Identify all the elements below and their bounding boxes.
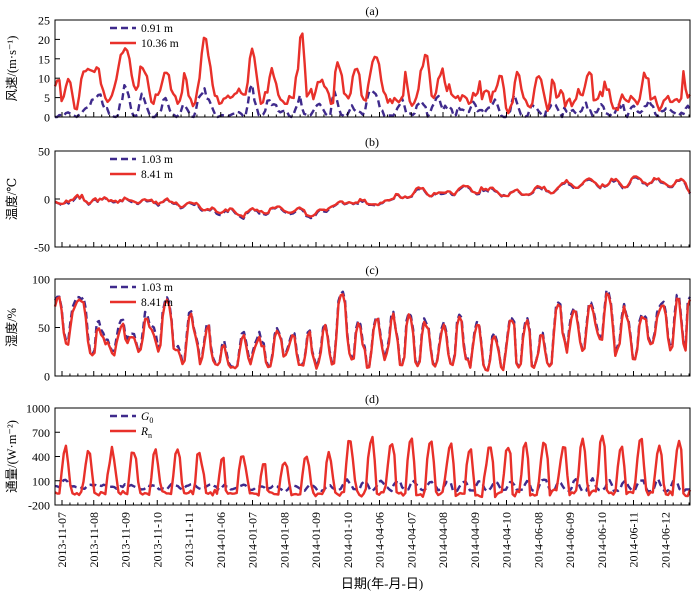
legend: 0.91 m 10.36 m bbox=[110, 23, 179, 50]
y-tick-label: 100 bbox=[32, 273, 50, 287]
y-tick-label: 20 bbox=[38, 33, 50, 47]
legend-label: Rn bbox=[140, 426, 152, 440]
panels: 0 5 10 15 20 25 (a) 风速/(m·s⁻¹) 0.91 m 10.36 m -50 0… bbox=[4, 4, 692, 513]
x-tick-label: 2014-04-07 bbox=[404, 512, 418, 568]
panel-1: 0 5 10 15 20 25 (a) 风速/(m·s⁻¹) 0.91 m 10.36 m bbox=[5, 4, 692, 125]
y-tick-label: 50 bbox=[38, 321, 50, 335]
panel-label: (d) bbox=[365, 392, 379, 406]
legend-label: 8.41 m bbox=[141, 297, 173, 309]
y-tick-label: 0 bbox=[44, 193, 50, 207]
y-axis-label: 湿度/% bbox=[4, 308, 19, 347]
x-tick-label: 2014-01-06 bbox=[214, 512, 228, 568]
x-tick-label: 2014-01-08 bbox=[277, 512, 291, 568]
legend-label: G0 bbox=[141, 411, 153, 425]
y-tick-label: 5 bbox=[44, 91, 50, 105]
y-tick-label: 0 bbox=[44, 370, 50, 384]
x-tick-label: 2014-06-11 bbox=[627, 512, 641, 568]
legend: 1.03 m 8.41 m bbox=[110, 154, 173, 181]
x-tick-label: 2013-11-09 bbox=[119, 512, 133, 568]
x-tick-label: 2013-11-11 bbox=[182, 512, 196, 567]
x-tick-label: 2014-01-09 bbox=[309, 512, 323, 568]
y-tick-label: -50 bbox=[34, 241, 50, 255]
x-tick-label: 2014-06-08 bbox=[531, 512, 545, 568]
panel-label: (b) bbox=[365, 135, 379, 149]
y-tick-label: 700 bbox=[32, 426, 50, 440]
y-tick-label: 1000 bbox=[26, 402, 50, 416]
x-tick-label: 2013-11-10 bbox=[150, 512, 164, 568]
series-line-lower bbox=[55, 83, 692, 119]
x-tick-label: 2014-04-06 bbox=[373, 512, 387, 568]
x-tick-label: 2013-11-08 bbox=[87, 512, 101, 568]
x-tick-label: 2014-04-08 bbox=[436, 512, 450, 568]
legend-label: 1.03 m bbox=[141, 282, 173, 294]
x-tick-label: 2014-04-09 bbox=[468, 512, 482, 568]
x-axis-label: 日期(年-月-日) bbox=[341, 576, 423, 591]
x-tick-label: 2014-01-07 bbox=[246, 512, 260, 568]
y-tick-label: 25 bbox=[38, 14, 50, 28]
panel-label: (a) bbox=[365, 4, 378, 18]
y-tick-label: 100 bbox=[32, 474, 50, 488]
x-tick-label: 2013-11-07 bbox=[55, 512, 69, 568]
series-line-upper bbox=[53, 292, 692, 372]
y-tick-label: 50 bbox=[38, 145, 50, 159]
x-axis: 2013-11-07 2013-11-08 2013-11-09 2013-11-10… bbox=[55, 512, 672, 568]
series-line-upper bbox=[54, 434, 692, 499]
series-line-upper bbox=[54, 175, 692, 219]
legend-label: 0.91 m bbox=[141, 23, 173, 35]
y-axis-label: 通量/(W·m⁻²) bbox=[5, 420, 19, 493]
x-tick-label: 2014-04-10 bbox=[500, 512, 514, 568]
y-tick-label: -200 bbox=[28, 499, 50, 513]
plot-frame bbox=[54, 19, 691, 118]
x-tick-label: 2014-06-09 bbox=[563, 512, 577, 568]
y-tick-label: 0 bbox=[44, 111, 50, 125]
y-tick-label: 400 bbox=[32, 450, 50, 464]
y-axis-label: 温度/℃ bbox=[4, 178, 19, 220]
legend-label: 8.41 m bbox=[141, 169, 173, 181]
y-tick-label: 10 bbox=[38, 72, 50, 86]
y-axis-label: 风速/(m·s⁻¹) bbox=[5, 36, 19, 102]
y-tick-label: 15 bbox=[38, 52, 50, 66]
x-tick-label: 2014-01-10 bbox=[341, 512, 355, 568]
x-tick-label: 2014-06-12 bbox=[658, 512, 672, 568]
x-tick-label: 2014-06-10 bbox=[595, 512, 609, 568]
panel-3: 0 50 100 (c) 湿度/% 1.03 m 8.41 m bbox=[4, 263, 692, 384]
legend-label: 1.03 m bbox=[141, 154, 173, 166]
series-line-upper bbox=[53, 32, 691, 115]
legend-label: 10.36 m bbox=[141, 38, 179, 50]
panel-2: -50 0 50 (b) 温度/℃ 1.03 m 8.41 m bbox=[4, 135, 692, 255]
legend: 1.03 m 8.41 m bbox=[110, 282, 173, 309]
panel-label: (c) bbox=[365, 263, 378, 277]
